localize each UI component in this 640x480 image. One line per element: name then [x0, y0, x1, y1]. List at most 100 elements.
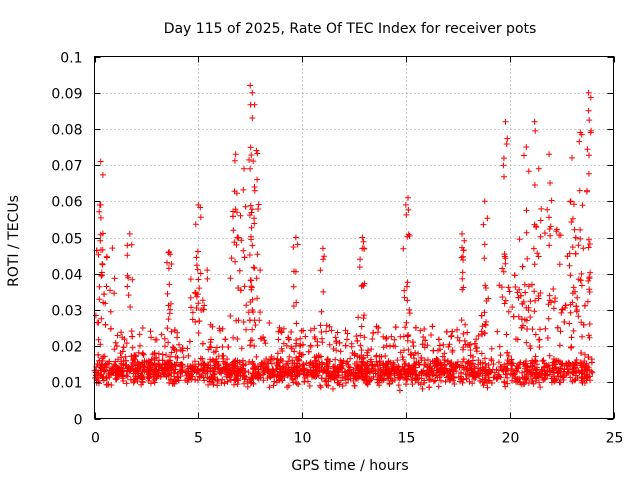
- data-point: [531, 288, 538, 295]
- data-point: [463, 375, 470, 382]
- data-point: [280, 340, 287, 347]
- y-tick-label: 0.06: [51, 195, 82, 211]
- data-point: [173, 348, 180, 354]
- data-point: [194, 366, 201, 373]
- data-point: [586, 152, 592, 159]
- data-point: [171, 361, 178, 368]
- data-point: [275, 336, 282, 343]
- data-point: [109, 245, 116, 252]
- data-point: [96, 296, 103, 303]
- data-point: [441, 357, 448, 364]
- data-point: [347, 355, 354, 362]
- data-point: [495, 359, 502, 366]
- data-point: [585, 170, 592, 177]
- data-point: [184, 377, 191, 384]
- data-point: [328, 327, 335, 334]
- data-point: [99, 261, 106, 268]
- data-point: [454, 326, 460, 333]
- data-point: [207, 359, 214, 365]
- data-point: [289, 375, 296, 382]
- data-point: [187, 365, 194, 372]
- data-point: [286, 353, 293, 360]
- data-point: [585, 89, 592, 96]
- data-point: [332, 371, 339, 377]
- y-axis-label: ROTI / TECUs: [6, 195, 22, 287]
- data-point: [394, 357, 401, 364]
- data-point: [480, 221, 487, 228]
- data-point: [164, 325, 171, 332]
- data-point: [92, 312, 99, 319]
- data-point: [466, 378, 473, 385]
- data-point: [503, 331, 510, 338]
- data-point: [404, 233, 411, 240]
- data-point: [148, 334, 155, 341]
- data-point: [358, 347, 365, 354]
- data-point: [100, 353, 107, 360]
- data-point: [405, 194, 411, 201]
- data-point: [201, 361, 208, 368]
- data-point: [421, 379, 428, 386]
- data-point: [570, 327, 577, 334]
- data-point: [276, 324, 283, 331]
- data-point: [357, 332, 364, 339]
- data-point: [317, 382, 323, 389]
- data-point: [384, 365, 391, 372]
- data-point: [356, 264, 363, 271]
- data-point: [343, 360, 350, 367]
- data-point: [401, 287, 408, 294]
- data-point: [446, 372, 453, 379]
- data-point: [95, 319, 102, 326]
- data-point: [494, 328, 501, 335]
- data-point: [524, 326, 531, 332]
- data-point: [412, 364, 419, 371]
- data-point: [342, 380, 349, 386]
- data-point: [245, 369, 252, 376]
- data-point: [536, 379, 543, 386]
- data-point: [426, 364, 433, 371]
- data-point: [586, 241, 593, 247]
- data-point: [284, 370, 291, 377]
- data-point: [103, 254, 110, 261]
- data-point: [124, 365, 131, 372]
- data-point: [247, 165, 254, 172]
- data-point: [164, 360, 171, 367]
- data-point: [291, 368, 298, 375]
- data-point: [462, 321, 469, 328]
- data-point: [195, 300, 202, 307]
- data-point: [145, 377, 152, 384]
- data-point: [575, 242, 582, 249]
- data-point: [163, 359, 170, 366]
- data-point: [576, 187, 583, 194]
- data-point: [419, 385, 426, 392]
- data-point: [186, 338, 193, 345]
- data-point: [219, 353, 226, 359]
- data-point: [97, 231, 104, 238]
- data-point: [416, 361, 423, 368]
- data-point: [164, 290, 171, 297]
- data-point: [192, 319, 199, 325]
- data-point: [324, 356, 331, 363]
- data-point: [401, 347, 407, 354]
- data-point: [236, 359, 243, 366]
- data-point: [478, 312, 485, 319]
- data-point: [229, 359, 236, 366]
- data-point: [250, 309, 257, 315]
- data-point: [563, 371, 570, 378]
- data-point: [547, 371, 553, 378]
- data-point: [250, 380, 257, 387]
- data-point: [589, 369, 596, 376]
- data-point: [192, 290, 199, 297]
- data-point: [342, 327, 349, 334]
- data-point: [417, 327, 424, 334]
- data-point: [402, 374, 409, 381]
- data-point: [111, 361, 118, 368]
- data-point: [301, 375, 308, 381]
- data-point: [147, 328, 154, 335]
- data-point: [299, 341, 306, 348]
- data-point: [285, 358, 292, 365]
- data-point: [230, 227, 237, 234]
- data-point: [502, 118, 509, 125]
- data-point: [477, 359, 484, 366]
- data-point: [172, 366, 178, 373]
- data-point: [427, 376, 434, 383]
